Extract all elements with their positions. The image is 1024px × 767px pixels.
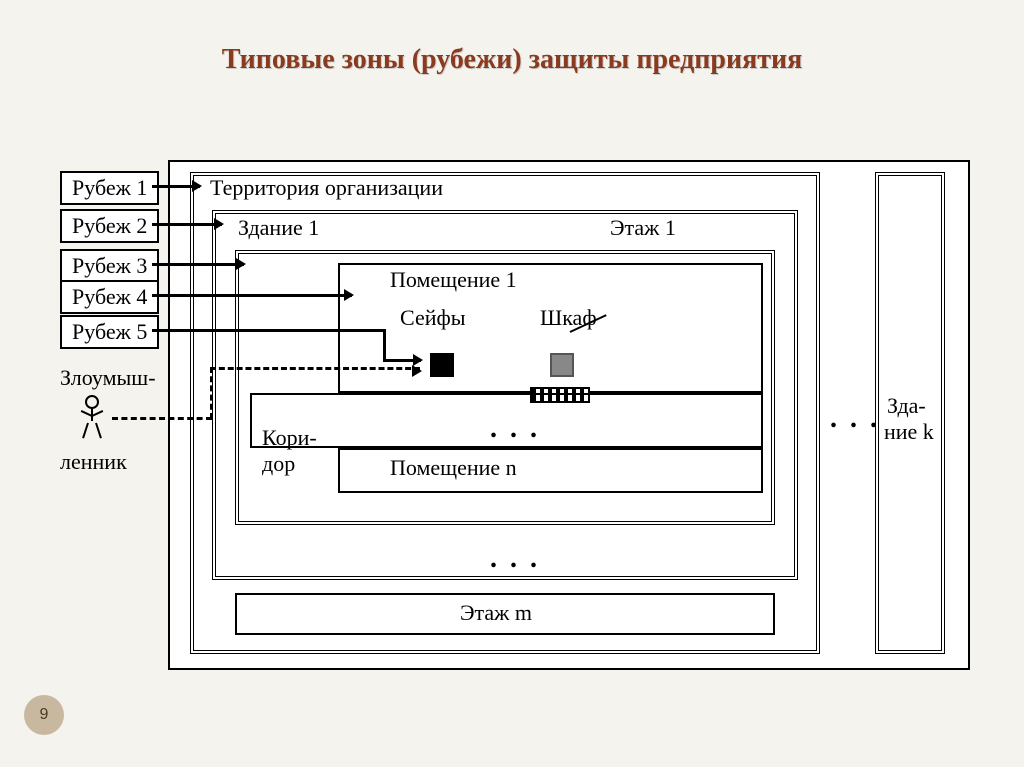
intruder-icon bbox=[78, 395, 106, 443]
arrow-5-v bbox=[383, 329, 386, 359]
intruder-path-2 bbox=[210, 367, 213, 419]
room-n-label: Помещение n bbox=[390, 455, 517, 481]
page-title: Типовые зоны (рубежи) защиты предприятия bbox=[0, 44, 1024, 76]
building-k-label-1: Зда- bbox=[887, 393, 926, 419]
perimeter-2-cell: Рубеж 2 bbox=[60, 209, 159, 243]
arrow-3 bbox=[152, 263, 244, 266]
floor-m-label: Этаж m bbox=[460, 600, 532, 626]
arrow-2 bbox=[152, 223, 222, 226]
perimeter-5-cell: Рубеж 5 bbox=[60, 315, 159, 349]
floor1-header-label: Этаж 1 bbox=[610, 215, 676, 241]
intruder-path-1 bbox=[112, 417, 212, 420]
arrow-1 bbox=[152, 185, 200, 188]
building-k-label-2: ние k bbox=[884, 419, 934, 445]
security-zones-diagram: Территория организации Здание 1 Этаж 1 П… bbox=[60, 135, 970, 670]
perimeter-3-cell: Рубеж 3 bbox=[60, 249, 159, 283]
corridor-ellipsis: . . . bbox=[490, 413, 540, 445]
safe-icon bbox=[430, 353, 454, 377]
room1-label: Помещение 1 bbox=[390, 267, 517, 293]
building1-label: Здание 1 bbox=[238, 215, 319, 241]
floors-ellipsis: . . . bbox=[490, 543, 540, 575]
corridor-label-1: Кори- bbox=[262, 425, 317, 451]
corridor-label-2: дор bbox=[262, 451, 295, 477]
arrow-5-h bbox=[152, 329, 385, 332]
perimeter-4-cell: Рубеж 4 bbox=[60, 280, 159, 314]
intruder-label-1: Злоумыш- bbox=[60, 365, 156, 391]
cabinet-label: Шкаф bbox=[540, 305, 597, 331]
buildings-ellipsis: . . . bbox=[830, 403, 880, 435]
intruder-label-2: ленник bbox=[60, 449, 127, 475]
arrow-5-h2 bbox=[383, 359, 421, 362]
territory-label: Территория организации bbox=[210, 175, 443, 201]
intruder-path-3 bbox=[210, 367, 420, 370]
cabinet-icon bbox=[550, 353, 574, 377]
page-number-badge: 9 bbox=[24, 695, 64, 735]
safes-label: Сейфы bbox=[400, 305, 466, 331]
perimeter-1-cell: Рубеж 1 bbox=[60, 171, 159, 205]
arrow-4 bbox=[152, 294, 352, 297]
